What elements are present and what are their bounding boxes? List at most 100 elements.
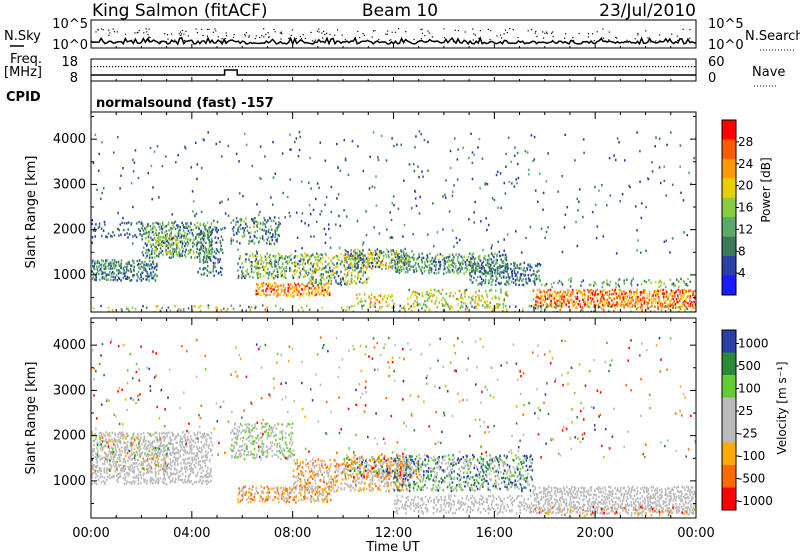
power-cell [453, 295, 455, 297]
nsearch-point [427, 30, 428, 31]
power-cell [617, 301, 619, 303]
power-cell [557, 292, 559, 294]
velocity-cell [240, 432, 242, 434]
power-cell [660, 301, 662, 303]
power-cell [641, 306, 643, 308]
velocity-cell [201, 456, 203, 458]
nave-point [355, 66, 356, 67]
power-cell [535, 275, 537, 277]
power-cell [463, 259, 465, 261]
velocity-cell [104, 445, 106, 447]
power-cell [181, 255, 183, 257]
velocity-cell [134, 452, 136, 454]
velocity-cell [173, 434, 175, 436]
nave-point [481, 66, 482, 67]
power-cell [495, 290, 497, 292]
power-cell [109, 274, 111, 276]
power-cell [472, 299, 474, 301]
power-cell [415, 291, 417, 293]
power-cell [192, 210, 194, 212]
power-cell [141, 279, 143, 281]
nsearch-point [616, 38, 617, 39]
nave-point [283, 66, 284, 67]
nave-point [394, 66, 395, 67]
power-cell [524, 274, 526, 276]
power-cell [518, 284, 520, 286]
power-cell [577, 303, 579, 305]
power-cell [453, 271, 455, 273]
power-cell [354, 269, 356, 271]
power-cell [433, 245, 435, 247]
power-cell [465, 308, 467, 310]
nsearch-point [659, 34, 660, 35]
power-cell [356, 252, 358, 254]
power-cell [265, 226, 267, 228]
power-cell [301, 258, 303, 260]
power-cell [460, 262, 462, 264]
power-cell [370, 306, 372, 308]
nsearch-point [292, 29, 293, 30]
power-cell [392, 295, 394, 297]
power-cell [691, 301, 693, 303]
nsearch-point [317, 31, 318, 32]
velocity-cell [140, 482, 142, 484]
power-cell [469, 269, 471, 271]
velocity-cell [144, 445, 146, 447]
power-cell [292, 286, 294, 288]
nave-point [289, 66, 290, 67]
power-cell [350, 253, 352, 255]
power-cell [92, 236, 94, 238]
power-cell [237, 249, 239, 251]
power-cell [268, 287, 270, 289]
nsearch-point [295, 40, 296, 41]
velocity-cell [95, 476, 97, 478]
power-cell [636, 308, 638, 310]
power-cell [119, 187, 121, 189]
velocity-cell [167, 435, 169, 437]
nsearch-point [222, 38, 223, 39]
power-cell [560, 295, 562, 297]
power-cell [199, 260, 201, 262]
power-cell [534, 273, 536, 275]
power-cell [280, 272, 282, 274]
power-cell [244, 227, 246, 229]
velocity-cell [92, 466, 94, 468]
velocity-cell [134, 454, 136, 456]
power-cell [663, 283, 665, 285]
power-cell [641, 299, 643, 301]
velocity-cell [239, 430, 241, 432]
power-cell [543, 192, 545, 194]
nsearch-point [137, 32, 138, 33]
power-cell [245, 217, 247, 219]
nsearch-point [180, 35, 181, 36]
nave-point [676, 66, 677, 67]
power-cell [94, 279, 96, 281]
power-cell [613, 298, 615, 300]
power-cell [146, 263, 148, 265]
power-cell [169, 252, 171, 254]
nave-point [139, 66, 140, 67]
velocity-cell [99, 455, 101, 457]
power-cell [176, 224, 178, 226]
power-cell [139, 259, 141, 261]
power-cell [613, 154, 615, 156]
power-cell [665, 305, 667, 307]
power-cell [108, 232, 110, 234]
velocity-cell [115, 453, 117, 455]
power-cell [189, 232, 191, 234]
power-cell [397, 269, 399, 271]
power-cell [246, 144, 248, 146]
power-cell [475, 296, 477, 298]
power-cell [684, 289, 686, 291]
nsearch-point [588, 33, 589, 34]
power-cell [614, 307, 616, 309]
nave-point [385, 66, 386, 67]
power-cell [340, 170, 342, 172]
velocity-cell [136, 475, 138, 477]
velocity-cell [158, 480, 160, 482]
power-cell [135, 149, 137, 151]
power-cell [222, 239, 224, 241]
power-cell [613, 301, 615, 303]
velocity-cell [105, 452, 107, 454]
power-cell [424, 270, 426, 272]
